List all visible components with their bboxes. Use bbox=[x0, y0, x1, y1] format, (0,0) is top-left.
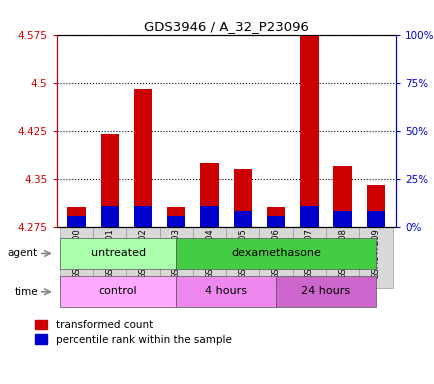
Bar bbox=[333, 211, 351, 227]
Title: GDS3946 / A_32_P23096: GDS3946 / A_32_P23096 bbox=[143, 20, 308, 33]
Bar bbox=[167, 216, 185, 227]
FancyBboxPatch shape bbox=[276, 276, 375, 307]
Text: dexamethasone: dexamethasone bbox=[230, 248, 320, 258]
Bar bbox=[233, 169, 251, 227]
Bar bbox=[366, 185, 384, 227]
Legend: transformed count, percentile rank within the sample: transformed count, percentile rank withi… bbox=[35, 320, 231, 345]
FancyBboxPatch shape bbox=[126, 227, 159, 288]
FancyBboxPatch shape bbox=[60, 276, 176, 307]
FancyBboxPatch shape bbox=[292, 227, 325, 288]
Text: untreated: untreated bbox=[90, 248, 145, 258]
Text: control: control bbox=[99, 286, 137, 296]
Text: time: time bbox=[14, 287, 38, 297]
Bar bbox=[233, 211, 251, 227]
FancyBboxPatch shape bbox=[259, 227, 292, 288]
FancyBboxPatch shape bbox=[176, 238, 375, 269]
Bar bbox=[366, 211, 384, 227]
Text: 4 hours: 4 hours bbox=[205, 286, 247, 296]
Text: 24 hours: 24 hours bbox=[301, 286, 350, 296]
Bar bbox=[266, 216, 285, 227]
Bar bbox=[67, 216, 85, 227]
FancyBboxPatch shape bbox=[358, 227, 391, 288]
Bar bbox=[299, 9, 318, 227]
FancyBboxPatch shape bbox=[93, 227, 126, 288]
FancyBboxPatch shape bbox=[176, 276, 276, 307]
FancyBboxPatch shape bbox=[60, 238, 176, 269]
Text: agent: agent bbox=[8, 248, 38, 258]
Bar bbox=[200, 162, 218, 227]
Bar bbox=[299, 206, 318, 227]
Bar bbox=[134, 89, 152, 227]
FancyBboxPatch shape bbox=[193, 227, 226, 288]
FancyBboxPatch shape bbox=[325, 227, 358, 288]
Bar bbox=[333, 166, 351, 227]
Bar bbox=[200, 206, 218, 227]
Bar bbox=[67, 207, 85, 227]
Bar bbox=[100, 134, 118, 227]
FancyBboxPatch shape bbox=[226, 227, 259, 288]
Bar bbox=[167, 207, 185, 227]
Bar bbox=[134, 206, 152, 227]
FancyBboxPatch shape bbox=[60, 227, 93, 288]
Bar bbox=[100, 206, 118, 227]
Bar bbox=[266, 207, 285, 227]
FancyBboxPatch shape bbox=[159, 227, 193, 288]
